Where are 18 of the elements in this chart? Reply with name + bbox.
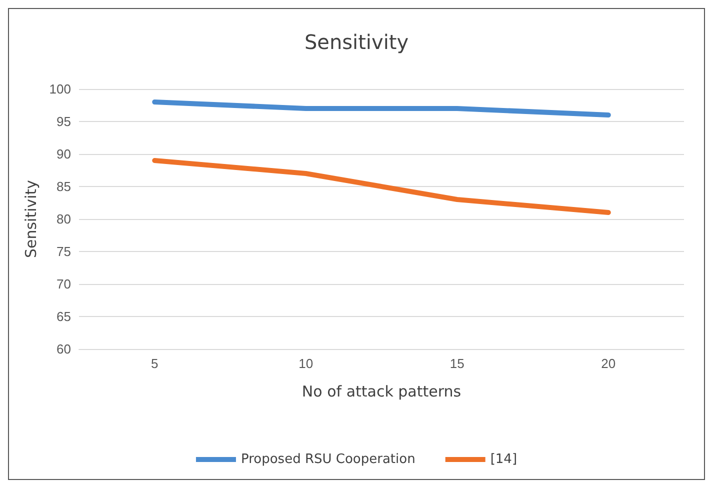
legend-label: [14] [490, 452, 518, 467]
x-axis-title: No of attack patterns [302, 382, 462, 400]
x-tick-label: 15 [450, 356, 464, 371]
y-axis-title: Sensitivity [22, 180, 40, 258]
x-tick-label: 20 [601, 356, 616, 371]
y-tick-label: 75 [56, 244, 71, 259]
legend-label: Proposed RSU Cooperation [240, 452, 416, 467]
y-tick-label: 100 [49, 82, 71, 96]
y-tick-label: 60 [56, 342, 71, 356]
y-tick-label: 85 [56, 179, 71, 194]
x-tick-label: 10 [298, 356, 314, 371]
chart-title: Sensitivity [304, 30, 409, 54]
x-tick-label: 5 [151, 356, 158, 371]
y-tick-label: 80 [56, 212, 71, 226]
y-tick-label: 90 [56, 146, 71, 162]
y-tick-label: 65 [56, 309, 71, 324]
y-tick-label: 70 [56, 276, 71, 292]
y-tick-label: 95 [56, 114, 71, 129]
